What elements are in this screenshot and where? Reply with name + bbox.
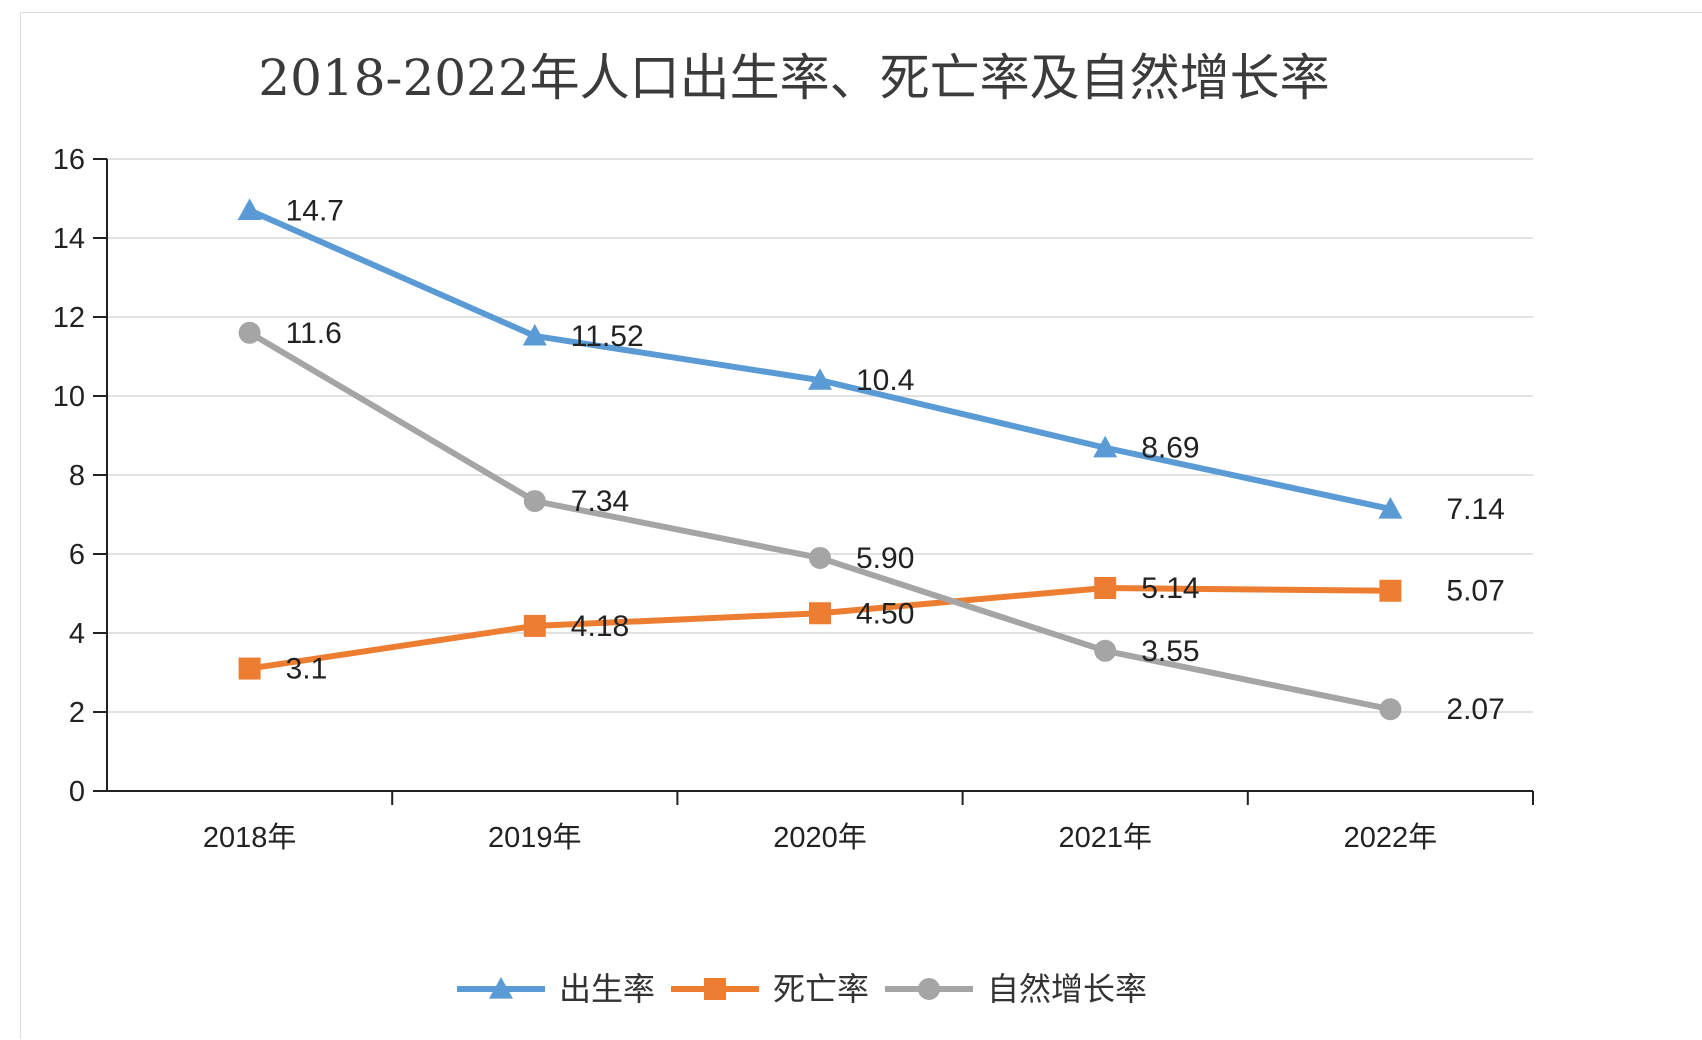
- x-tick-label-1: 2019年: [488, 821, 582, 854]
- data-label-2-2: 5.90: [856, 542, 914, 575]
- series-line-1: [246, 584, 1394, 672]
- data-label-1-4: 5.07: [1446, 575, 1504, 608]
- data-labels: 14.7 11.52 10.4 8.69 7.14 3.1 4.18 4.50 5.14 5.07…: [286, 194, 1505, 726]
- chart-title: 2018-2022年人口出生率、死亡率及自然增长率: [258, 49, 1329, 107]
- legend-label-0: 出生率: [559, 970, 655, 1008]
- data-label-2-0: 11.6: [286, 317, 342, 350]
- data-label-2-4: 2.07: [1446, 693, 1504, 726]
- data-label-1-1: 4.18: [571, 610, 629, 643]
- data-label-0-2: 10.4: [856, 364, 914, 397]
- series-1-point-3: [1094, 576, 1117, 599]
- series-0-point-2: [808, 368, 832, 390]
- y-tick-label-12: 12: [53, 302, 85, 334]
- series-2-point-4: [1379, 698, 1402, 721]
- data-label-2-1: 7.34: [571, 485, 629, 518]
- data-label-1-3: 5.14: [1141, 572, 1199, 605]
- data-label-0-3: 8.69: [1141, 432, 1199, 465]
- data-label-0-4: 7.14: [1446, 493, 1504, 526]
- legend-marker-2: [918, 978, 940, 1000]
- series-1-point-0: [238, 657, 261, 680]
- legend: 出生率 死亡率 自然增长率: [457, 970, 1147, 1008]
- data-label-1-0: 3.1: [286, 653, 328, 686]
- legend-label-2: 自然增长率: [987, 970, 1147, 1008]
- legend-marker-0: [489, 977, 513, 999]
- x-tick-label-3: 2021年: [1058, 821, 1152, 854]
- series-1-point-1: [523, 614, 546, 637]
- y-tick-label-2: 2: [69, 697, 85, 729]
- series-1-point-2: [809, 602, 831, 625]
- x-tick-label-4: 2022年: [1344, 821, 1438, 854]
- x-tick-label-2: 2020年: [773, 821, 867, 854]
- y-tick-label-10: 10: [53, 381, 85, 413]
- data-label-0-0: 14.7: [286, 194, 344, 227]
- chart-container: 2018-2022年人口出生率、死亡率及自然增长率 0 2 4 6 8 10 12 14 16 2…: [20, 12, 1702, 1039]
- series-lines: [237, 198, 1403, 721]
- series-0-point-0: [237, 198, 262, 220]
- axes: 0 2 4 6 8 10 12 14 16 2018年 2019年 2020年 2021年 2022年: [53, 144, 1534, 854]
- legend-label-1: 死亡率: [773, 970, 869, 1008]
- series-2-point-1: [523, 490, 546, 513]
- data-label-0-1: 11.52: [571, 320, 644, 353]
- series-2-point-0: [238, 321, 261, 344]
- series-2-point-3: [1094, 639, 1117, 662]
- y-tick-label-16: 16: [53, 144, 85, 176]
- series-0-point-1: [522, 323, 547, 346]
- series-1-point-4: [1379, 579, 1402, 602]
- y-tick-label-8: 8: [69, 460, 85, 492]
- series-2-point-2: [809, 546, 831, 569]
- y-tick-label-14: 14: [53, 223, 85, 255]
- y-tick-label-4: 4: [69, 618, 85, 650]
- series-line-0: [246, 207, 1394, 512]
- series-0-point-3: [1093, 435, 1118, 458]
- y-tick-label-6: 6: [69, 539, 85, 571]
- y-tick-label-0: 0: [69, 776, 85, 808]
- data-label-1-2: 4.50: [856, 597, 914, 630]
- data-label-2-3: 3.55: [1141, 635, 1199, 668]
- x-tick-label-0: 2018年: [203, 821, 297, 854]
- series-0-point-4: [1378, 496, 1403, 519]
- legend-marker-1: [704, 978, 726, 1000]
- line-chart: 2018-2022年人口出生率、死亡率及自然增长率 0 2 4 6 8 10 12 14 16 2…: [53, 49, 1534, 1008]
